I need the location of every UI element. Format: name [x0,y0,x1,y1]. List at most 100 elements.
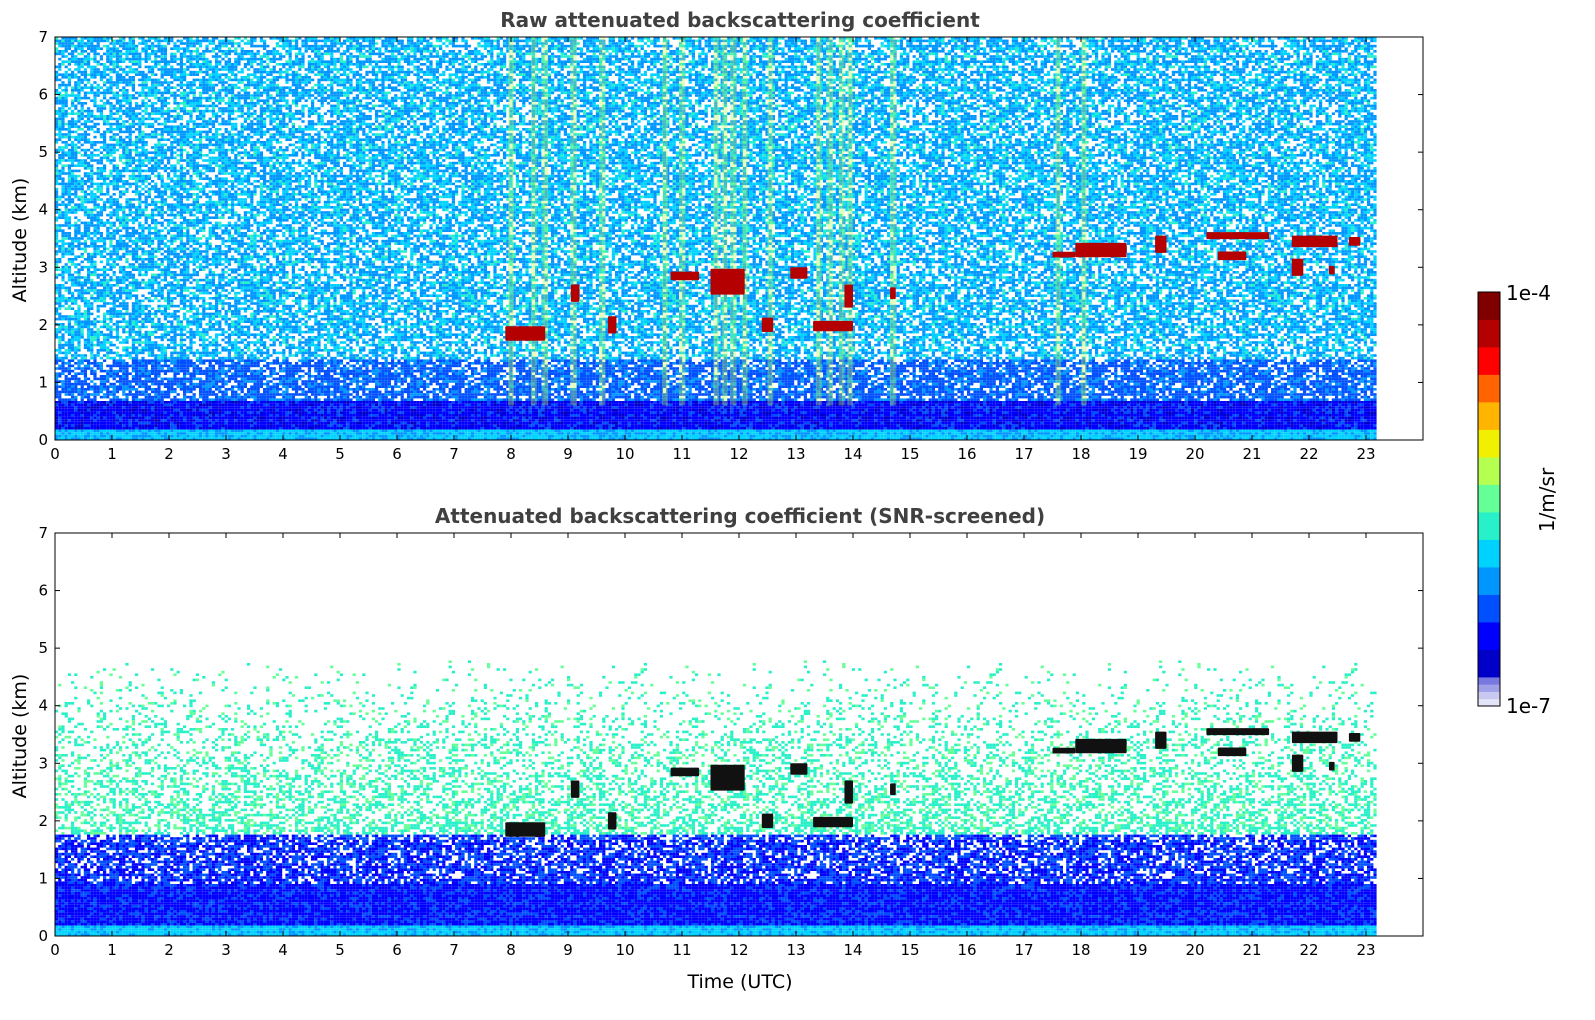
cloud-layer [762,814,773,828]
x-tick-label: 6 [392,941,402,959]
y-tick-label: 5 [38,639,48,657]
precip-streak [742,37,748,405]
y-tick-label: 0 [38,927,48,945]
x-tick-label: 0 [50,445,60,463]
heatmap-snr [55,660,1377,936]
y-tick-label: 4 [38,697,48,715]
heatmap-texture [55,660,1377,936]
y-tick-label: 3 [38,754,48,772]
cloud-layer [1349,237,1360,246]
colorbar-bin [1478,540,1500,568]
colorbar-bin [1478,375,1500,403]
x-tick-label: 20 [1185,445,1204,463]
x-tick-label: 18 [1071,445,1090,463]
precip-streak [713,37,719,405]
y-tick-label: 6 [38,582,48,600]
precip-streak [571,37,577,405]
cloud-layer [1329,266,1335,275]
cloud-layer [890,783,896,795]
precip-streak [508,37,514,405]
cloud-layer [571,285,580,302]
x-tick-label: 11 [672,941,691,959]
x-tick-label: 21 [1242,941,1261,959]
cloud-layer [1206,232,1269,239]
x-axis-label: Time (UTC) [686,971,792,993]
panel-snr: Attenuated backscattering coefficient (S… [9,504,1423,993]
x-tick-label: 22 [1299,445,1318,463]
cloud-layer [505,326,545,340]
precip-streak [722,37,728,405]
cloud-layer [1329,762,1335,771]
panel-raw: Raw attenuated backscattering coefficien… [9,8,1423,463]
y-tick-label: 7 [38,28,48,46]
x-tick-label: 13 [786,445,805,463]
cloud-layer [813,817,853,827]
x-tick-label: 17 [1014,941,1033,959]
x-tick-label: 2 [164,445,174,463]
x-tick-label: 1 [107,445,117,463]
panel-title-snr: Attenuated backscattering coefficient (S… [435,504,1045,528]
cloud-layer [1218,251,1247,260]
precip-streak [1081,37,1087,405]
x-tick-label: 22 [1299,941,1318,959]
x-tick-label: 0 [50,941,60,959]
x-tick-label: 23 [1356,941,1375,959]
y-tick-label: 5 [38,143,48,161]
x-tick-label: 6 [392,445,402,463]
precip-streak [662,37,668,405]
x-tick-label: 19 [1128,445,1147,463]
x-tick-label: 18 [1071,941,1090,959]
colorbar: 1e-4 1e-7 1/m/sr [1478,281,1559,718]
colorbar-bin [1478,684,1500,692]
x-tick-label: 9 [563,941,573,959]
cloud-layer [571,781,580,798]
colorbar-bin [1478,622,1500,650]
x-tick-label: 8 [506,445,516,463]
x-tick-label: 16 [957,941,976,959]
cloud-layer [1206,728,1269,735]
cloud-layer [1155,732,1166,749]
cloud-layer [1292,732,1338,744]
cloud-layer [1075,739,1126,753]
x-tick-label: 4 [278,445,288,463]
cloud-layer [1053,748,1076,754]
x-tick-label: 21 [1242,445,1261,463]
x-tick-label: 10 [615,941,634,959]
x-tick-label: 5 [335,445,345,463]
figure: Raw attenuated backscattering coefficien… [0,0,1595,1020]
cloud-layer [505,822,545,836]
cloud-layer [608,812,617,829]
x-tick-label: 7 [449,445,459,463]
colorbar-max-label: 1e-4 [1506,281,1551,305]
colorbar-bin [1478,677,1500,685]
x-tick-label: 11 [672,445,691,463]
cloud-layer [762,318,773,332]
x-tick-label: 10 [615,445,634,463]
precip-streak [679,37,685,405]
colorbar-bin [1478,699,1500,707]
cloud-layer [1292,755,1303,772]
y-tick-label: 1 [38,869,48,887]
x-tick-label: 13 [786,941,805,959]
x-tick-label: 4 [278,941,288,959]
cloud-layer [1155,236,1166,253]
precip-streak [531,37,537,405]
cloud-layer [1053,252,1076,258]
cloud-layer [711,765,745,791]
colorbar-min-label: 1e-7 [1506,694,1551,718]
heatmap-raw [55,37,1377,440]
x-tick-label: 9 [563,445,573,463]
x-tick-label: 7 [449,941,459,959]
x-tick-label: 20 [1185,941,1204,959]
colorbar-gradient [1478,292,1500,706]
precip-streak [599,37,605,405]
y-tick-label: 2 [38,812,48,830]
colorbar-bin [1478,402,1500,430]
y-tick-label: 1 [38,373,48,391]
colorbar-bin [1478,692,1500,700]
cloud-layer [671,768,700,777]
precip-streak [847,37,853,405]
colorbar-bin [1478,292,1500,320]
y-axis-label-snr: Altitude (km) [9,674,31,799]
precip-streak [816,37,822,405]
